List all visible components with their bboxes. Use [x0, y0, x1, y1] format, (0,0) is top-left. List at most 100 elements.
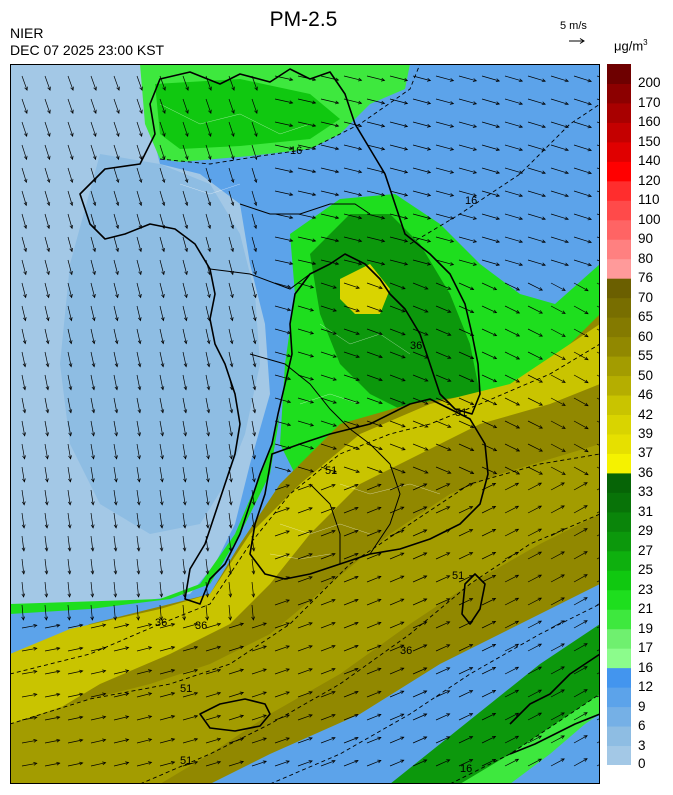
- wind-vector-head: [541, 193, 546, 198]
- wind-vector-head: [45, 432, 49, 437]
- wind-vector-head: [69, 271, 73, 276]
- wind-vector-head: [68, 386, 73, 391]
- wind-vector: [366, 443, 383, 450]
- wind-vector: [573, 620, 588, 629]
- wind-vector: [343, 466, 360, 473]
- wind-vector: [481, 144, 500, 151]
- wind-vector-head: [426, 262, 432, 266]
- wind-vector: [67, 190, 73, 206]
- wind-vector: [435, 282, 451, 290]
- wind-vector-head: [470, 401, 475, 405]
- wind-vector-head: [254, 86, 258, 91]
- wind-vector-head: [229, 501, 233, 506]
- wind-vector-head: [206, 409, 211, 414]
- wind-vector-head: [206, 340, 211, 345]
- wind-vector-head: [102, 623, 107, 628]
- wind-vector: [297, 282, 314, 288]
- wind-vector-head: [23, 155, 28, 161]
- wind-vector: [412, 552, 427, 560]
- wind-vector-head: [401, 285, 406, 290]
- wind-vector: [320, 645, 336, 652]
- wind-vector-head: [252, 340, 257, 345]
- wind-vector: [504, 620, 519, 629]
- wind-vector: [90, 351, 95, 367]
- wind-vector-head: [354, 667, 359, 672]
- wind-vector: [550, 144, 569, 151]
- wind-vector-head: [358, 192, 363, 197]
- wind-vector-head: [308, 645, 313, 649]
- wind-vector: [366, 144, 385, 150]
- wind-vector: [458, 506, 473, 514]
- wind-vector: [67, 259, 73, 275]
- wind-vector-head: [47, 109, 51, 114]
- wind-vector-head: [380, 77, 386, 82]
- wind-vector: [527, 574, 542, 583]
- wind-vector-head: [401, 331, 406, 336]
- wind-vector-head: [469, 575, 474, 579]
- legend-swatch: [607, 628, 631, 649]
- wind-vector-head: [231, 86, 235, 91]
- wind-vector: [274, 328, 291, 334]
- legend-swatch: [607, 200, 631, 221]
- wind-vector-head: [92, 178, 97, 184]
- wind-vector-head: [115, 271, 119, 276]
- wind-vector: [481, 282, 497, 291]
- wind-vector-head: [69, 201, 74, 207]
- legend-swatch: [607, 492, 631, 513]
- wind-vector: [113, 374, 118, 390]
- wind-vector: [527, 689, 542, 698]
- wind-vector-head: [69, 224, 74, 230]
- wind-vector-head: [68, 363, 73, 368]
- wind-vector: [504, 551, 519, 560]
- wind-vector-head: [378, 400, 383, 405]
- wind-vector: [44, 328, 49, 344]
- wind-vector: [458, 644, 473, 652]
- wind-vector: [44, 693, 60, 698]
- wind-vector: [228, 466, 232, 482]
- wind-vector: [481, 374, 497, 383]
- wind-vector: [320, 213, 339, 219]
- wind-vector: [481, 397, 497, 406]
- wind-vector: [458, 466, 474, 474]
- wind-vector: [550, 167, 569, 174]
- wind-vector-head: [492, 575, 497, 579]
- wind-vector-head: [91, 340, 96, 345]
- wind-vector-head: [358, 215, 363, 220]
- wind-vector-head: [262, 645, 267, 649]
- wind-vector: [412, 575, 427, 583]
- wind-vector-head: [426, 78, 432, 82]
- wind-vector-head: [125, 715, 130, 719]
- wind-vector-head: [331, 714, 336, 718]
- wind-vector: [550, 443, 566, 452]
- wind-vector: [527, 735, 542, 744]
- wind-vector: [343, 760, 359, 767]
- wind-vector: [182, 443, 186, 459]
- wind-vector-head: [335, 238, 340, 243]
- wind-vector-head: [137, 432, 141, 437]
- wind-vector-head: [79, 715, 84, 720]
- wind-vector-head: [92, 294, 96, 299]
- wind-vector-head: [184, 294, 188, 299]
- wind-vector-head: [518, 170, 524, 175]
- wind-vector-head: [56, 761, 61, 766]
- wind-vector: [21, 351, 26, 367]
- wind-vector: [21, 305, 26, 321]
- wind-vector-head: [286, 399, 292, 404]
- wind-vector: [412, 466, 429, 474]
- wind-vector-head: [514, 712, 520, 717]
- wind-vector-head: [308, 599, 313, 603]
- wind-vector-head: [561, 356, 566, 360]
- wind-vector: [44, 236, 50, 252]
- wind-vector: [90, 693, 106, 698]
- wind-vector-head: [68, 432, 72, 437]
- wind-vector-head: [45, 340, 50, 345]
- wind-vector: [366, 420, 383, 427]
- wind-vector: [205, 167, 211, 183]
- wind-vector-head: [285, 553, 290, 557]
- wind-vector: [159, 646, 175, 652]
- wind-vector: [481, 506, 496, 514]
- legend-swatch: [607, 83, 631, 104]
- wind-vector-head: [309, 468, 315, 473]
- wind-vector-head: [378, 469, 383, 474]
- wind-vector-head: [230, 201, 235, 207]
